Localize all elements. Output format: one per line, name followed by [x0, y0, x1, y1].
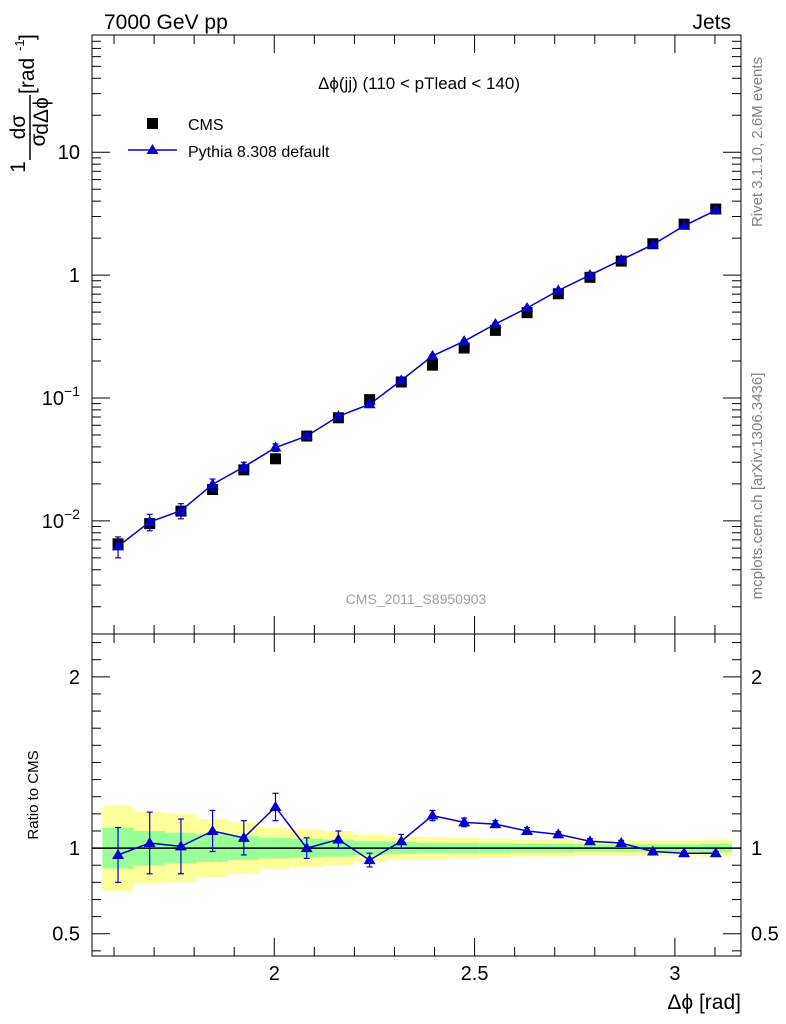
- y-label-denominator: σ: [27, 133, 50, 146]
- pythia-point: [206, 478, 219, 489]
- ratio-y-tick-label-right: 0.5: [751, 924, 779, 946]
- source-label: mcplots.cern.ch [arXiv:1306.3436]: [749, 373, 766, 600]
- y-label-unit-exponent: -1: [12, 39, 27, 51]
- chart-title: Δϕ(jj) (110 < pTlead < 140): [318, 74, 520, 93]
- ratio-pythia-point: [112, 848, 125, 859]
- pythia-line: [117, 209, 717, 547]
- y-label-unit-close: ]: [16, 34, 39, 40]
- main-panel: [112, 203, 722, 559]
- ratio-pythia-point: [426, 809, 439, 820]
- ratio-pythia-point: [395, 835, 408, 846]
- energy-label: 7000 GeV pp: [104, 11, 228, 34]
- y-tick-label: 10−1: [42, 383, 80, 410]
- ratio-pythia-point: [237, 831, 250, 842]
- process-label: Jets: [692, 11, 731, 34]
- pythia-point: [458, 335, 471, 346]
- pythia-point: [552, 284, 565, 295]
- y-label-denominator-d: dΔϕ: [30, 97, 53, 134]
- pythia-point: [583, 269, 596, 280]
- pythia-point: [363, 398, 376, 409]
- legend-label-pythia: Pythia 8.308 default: [188, 144, 330, 161]
- ratio-y-tick-label-right: 1: [751, 838, 762, 860]
- legend: CMS Pythia 8.308 default: [128, 117, 330, 161]
- x-axis-label: Δϕ [rad]: [667, 991, 741, 1014]
- x-tick-label: 2.5: [461, 963, 489, 985]
- legend-marker-pythia: [146, 144, 159, 154]
- y-tick-label: 10: [58, 142, 80, 164]
- pythia-point: [426, 349, 439, 360]
- pythia-point: [300, 430, 313, 441]
- ratio-pythia-point: [489, 818, 502, 829]
- ratio-y-tick-label-left: 1: [69, 838, 80, 860]
- pythia-point: [646, 238, 659, 249]
- y-label-numerator: dσ: [7, 115, 30, 140]
- pythia-point: [395, 374, 408, 385]
- legend-marker-cms: [147, 118, 158, 129]
- ratio-pythia-point: [206, 824, 219, 835]
- ratio-pythia-point: [521, 824, 534, 835]
- ratio-pythia-point: [363, 854, 376, 865]
- ratio-y-tick-label-left: 0.5: [52, 924, 80, 946]
- pythia-point: [332, 410, 345, 421]
- x-tick-label: 3: [669, 963, 680, 985]
- ratio-pythia-point: [646, 845, 659, 856]
- ratio-pythia-point: [458, 816, 471, 827]
- cms-point: [427, 359, 439, 371]
- ratio-pythia-point: [332, 833, 345, 844]
- ratio-pythia-point: [174, 840, 187, 851]
- ratio-pythia-point: [709, 847, 722, 858]
- ratio-y-axis-label: Ratio to CMS: [25, 750, 42, 839]
- pythia-point: [615, 253, 628, 264]
- ratio-pythia-point: [615, 836, 628, 847]
- ratio-pythia-point: [552, 828, 565, 839]
- main-axes: 10 1 10−1 10−2: [42, 34, 741, 634]
- rivet-label: Rivet 3.1.10, 2.6M events: [749, 57, 766, 227]
- pythia-point: [174, 504, 187, 515]
- pythia-point: [112, 540, 125, 551]
- ratio-pythia-point: [583, 835, 596, 846]
- ratio-panel: [92, 792, 741, 883]
- cms-point: [458, 342, 470, 354]
- ratio-axes: 0.5 0.5 1 1 2 2 2 2.5 3: [52, 634, 779, 985]
- cms-point: [521, 307, 533, 319]
- pythia-point: [489, 318, 502, 329]
- ratio-pythia-point: [678, 847, 691, 858]
- ratio-pythia-point: [269, 800, 282, 811]
- y-tick-label: 10−2: [42, 506, 80, 533]
- pythia-point: [143, 515, 156, 526]
- ratio-pythia-line: [117, 805, 716, 861]
- pythia-point: [269, 441, 282, 452]
- ratio-y-tick-label-right: 2: [751, 667, 762, 689]
- y-label-unit: [rad: [16, 58, 39, 94]
- ratio-plot-frame: [91, 633, 742, 957]
- pythia-point: [709, 204, 722, 215]
- cms-point: [489, 324, 501, 336]
- analysis-watermark: CMS_2011_S8950903: [346, 591, 487, 607]
- pythia-point: [678, 219, 691, 230]
- y-tick-label: 1: [69, 265, 80, 287]
- x-tick-label: 2: [269, 963, 280, 985]
- pythia-point: [237, 460, 250, 471]
- cms-point: [269, 453, 281, 465]
- ratio-pythia-point: [300, 842, 313, 853]
- ratio-y-tick-label-left: 2: [69, 667, 80, 689]
- main-y-axis-label: 1 dσ σ dΔϕ [rad -1 ]: [7, 34, 53, 173]
- ratio-pythia-point: [143, 836, 156, 847]
- y-label-lead: 1: [7, 161, 30, 173]
- pythia-point: [521, 301, 534, 312]
- legend-label-cms: CMS: [188, 117, 224, 134]
